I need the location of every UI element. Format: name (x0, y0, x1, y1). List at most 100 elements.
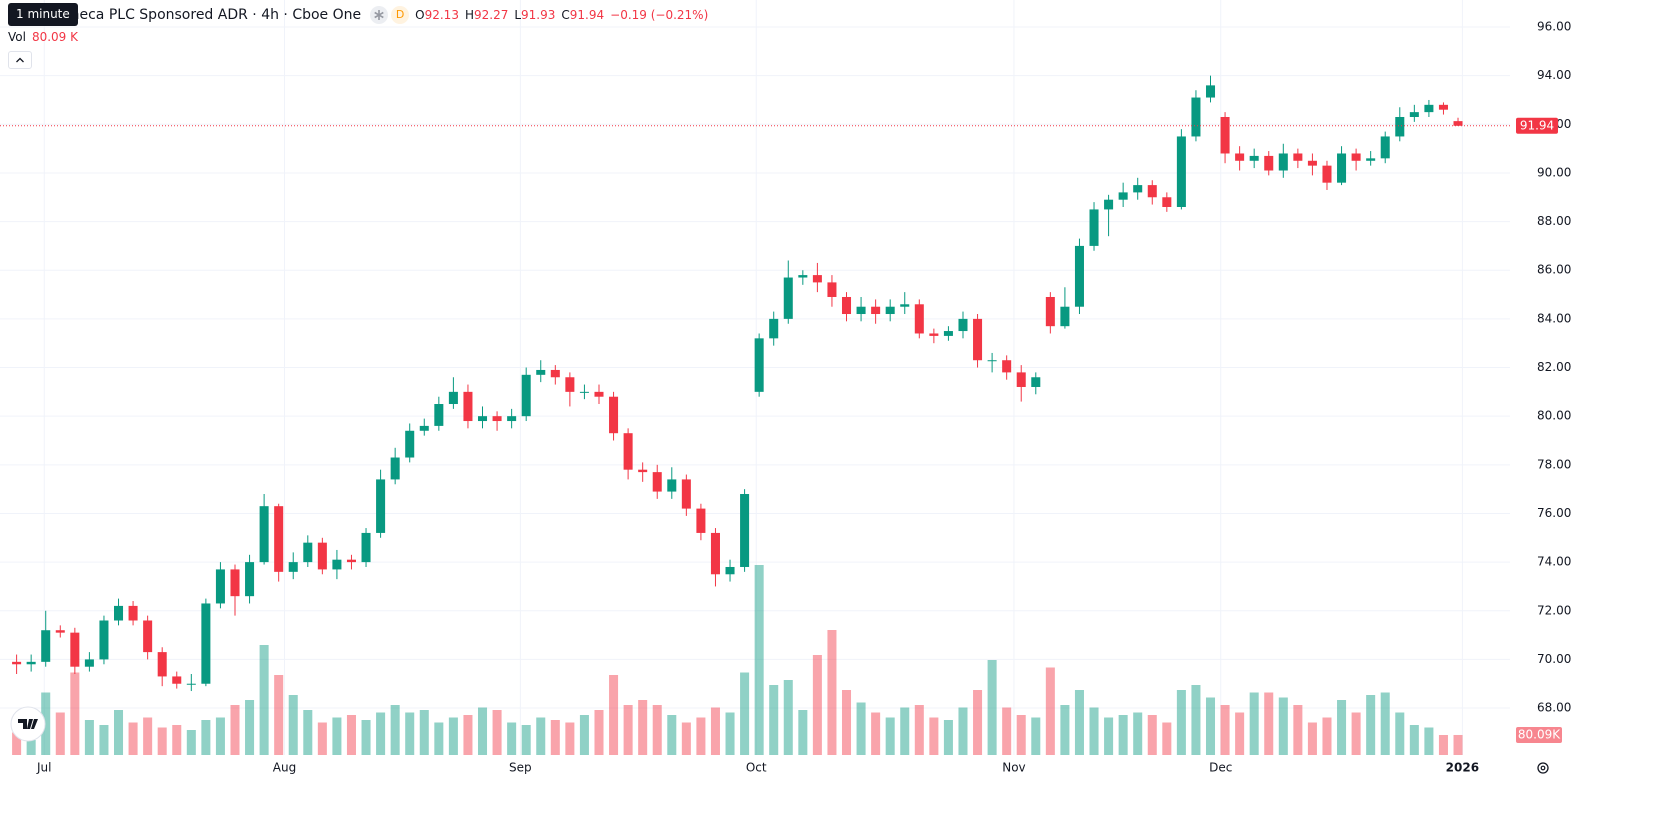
volume-bar (1016, 715, 1026, 755)
candle-body (1307, 160, 1317, 166)
close-value: 91.94 (569, 8, 605, 22)
volume-bar (1104, 717, 1114, 755)
candle-body (463, 391, 473, 422)
candle-body (958, 318, 968, 332)
candle-body (841, 296, 852, 315)
y-tick-label: 80.00 (1537, 409, 1571, 423)
candle-body (70, 632, 80, 667)
volume-bar (609, 675, 619, 755)
last-price-tag (1516, 117, 1558, 134)
candle-body (1118, 192, 1128, 200)
low-value: 91.93 (521, 8, 556, 22)
candle-body (41, 630, 51, 662)
candle-body (856, 306, 866, 315)
volume-bar (274, 675, 284, 755)
candle-body (536, 369, 546, 375)
volume-bar (521, 725, 531, 755)
x-tick-label: 2026 (1446, 761, 1479, 775)
volume-bar (1133, 712, 1143, 755)
candle-body (492, 416, 502, 422)
candle-body (885, 306, 895, 315)
candle-body (725, 566, 735, 575)
y-tick-label: 76.00 (1537, 506, 1571, 520)
candle-body (521, 374, 531, 417)
volume-bar (332, 717, 342, 755)
volume-bar (1293, 705, 1303, 755)
candle-body (667, 479, 677, 492)
candle-body (652, 472, 662, 492)
candle-body (754, 338, 764, 392)
volume-bar (463, 715, 473, 755)
candle-body (201, 603, 211, 684)
volume-bar (215, 717, 225, 755)
volume-bar (885, 717, 895, 755)
candle-body (579, 391, 589, 393)
candle-body (871, 306, 881, 315)
volume-bar (871, 712, 881, 755)
volume-bar (448, 717, 458, 755)
candle-body (172, 676, 182, 684)
candle-body (783, 277, 793, 319)
volume-bar (725, 712, 735, 755)
volume-bar (259, 645, 269, 755)
candle-body (507, 416, 517, 422)
candle-body (1249, 155, 1259, 161)
volume-bar (12, 732, 22, 755)
volume-bar (783, 680, 793, 755)
candle-body (827, 282, 837, 297)
candle-body (1133, 185, 1143, 193)
volume-bar (245, 700, 255, 755)
y-tick-label: 96.00 (1537, 19, 1571, 33)
candle-body (1264, 155, 1274, 171)
volume-bar (99, 725, 109, 755)
volume-bar (769, 685, 779, 755)
volume-bar (1235, 712, 1245, 755)
candle-body (259, 506, 269, 563)
volume-bar (434, 722, 444, 755)
volume-bar (740, 672, 750, 755)
y-tick-label: 90.00 (1537, 165, 1571, 179)
candle-body (987, 360, 997, 362)
candle-body (623, 433, 633, 470)
volume-bar (1162, 722, 1172, 755)
volume-bar (1176, 690, 1186, 755)
volume-bar (1220, 705, 1230, 755)
collapse-button[interactable] (8, 51, 32, 69)
candle-body (1453, 121, 1463, 126)
candle-body (1351, 153, 1361, 161)
candle-body (12, 661, 22, 665)
volume-bar (812, 655, 822, 755)
volume-bar (317, 722, 327, 755)
candle-body (303, 542, 313, 563)
y-tick-label: 82.00 (1537, 360, 1571, 374)
x-tick-label: Sep (509, 761, 532, 775)
volume-bar (41, 692, 51, 755)
x-tick-label: Dec (1209, 761, 1232, 775)
volume-bar (841, 690, 852, 755)
candle-body (288, 562, 298, 572)
volume-bar (1089, 707, 1099, 755)
volume-bar (710, 707, 720, 755)
volume-bar (973, 690, 983, 755)
candle-body (1205, 85, 1216, 98)
candle-body (1278, 153, 1288, 171)
y-tick-label: 86.00 (1537, 263, 1571, 277)
volume-bar (157, 727, 167, 755)
volume-bar (201, 720, 211, 755)
volume-bar (376, 712, 386, 755)
volume-bar (361, 720, 371, 755)
volume-tag (1516, 726, 1562, 743)
candle-body (900, 304, 910, 307)
interval-badge: D (391, 6, 410, 24)
high-value: 92.27 (473, 8, 509, 22)
candle-body (346, 559, 356, 563)
candle-body (230, 569, 240, 597)
volume-bar (405, 712, 415, 755)
volume-bar (1118, 715, 1128, 755)
last-price-label: 91.94 (1520, 118, 1554, 132)
x-tick-label: Jul (36, 761, 51, 775)
candle-body (769, 318, 779, 339)
candle-body (448, 391, 458, 405)
volume-bar (943, 720, 953, 755)
